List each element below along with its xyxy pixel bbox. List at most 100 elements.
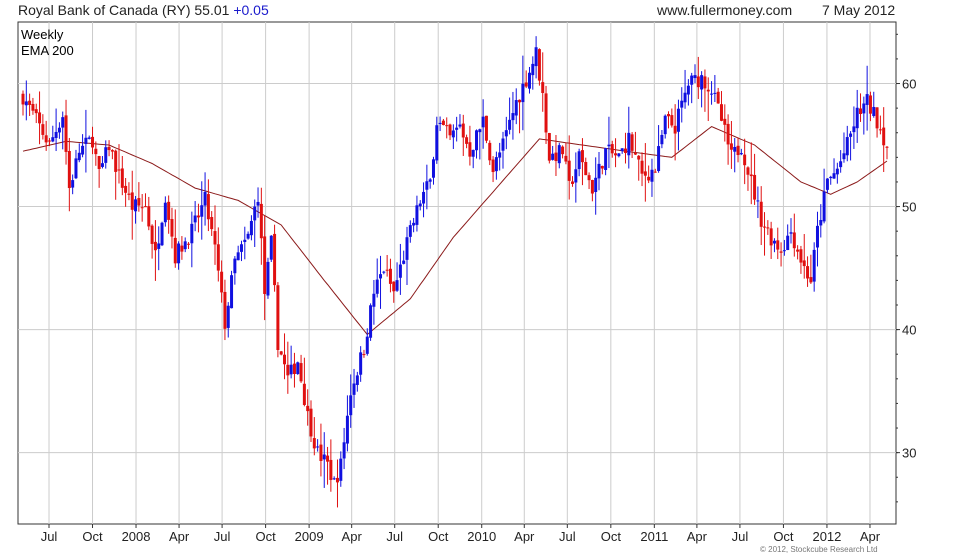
price-bar [640, 152, 644, 187]
bar-body [812, 249, 816, 282]
price-bar [544, 85, 548, 144]
bar-body [547, 133, 551, 161]
bar-body [183, 241, 187, 250]
price-bar [382, 270, 386, 275]
price-bar [614, 138, 618, 168]
bar-body [402, 260, 406, 264]
bar-body [114, 150, 118, 172]
price-bar [772, 238, 776, 253]
x-axis: Jul Oct 2008 Apr Jul Oct 2009 Apr Jul Oct 2010 Apr J… [41, 524, 881, 544]
bar-body [140, 207, 144, 209]
bar-body [508, 119, 512, 130]
price-bar [77, 143, 81, 163]
x-tick-label: Apr [514, 529, 535, 544]
price-bar [763, 212, 767, 256]
y-tick-label: 60 [902, 77, 916, 92]
price-bar [233, 256, 237, 285]
bar-body [845, 137, 849, 156]
bar-body [110, 150, 114, 152]
bar-body [835, 168, 839, 175]
price-bar [693, 64, 697, 84]
bar-body [660, 134, 664, 145]
website-link[interactable]: www.fullermoney.com [657, 2, 793, 18]
bar-body [412, 222, 416, 226]
price-bar [213, 205, 217, 265]
price-bar [97, 155, 101, 188]
bar-body [51, 137, 55, 142]
price-bar [259, 187, 263, 265]
bar-body [468, 142, 472, 157]
y-tick-label: 50 [902, 200, 916, 215]
price-bar [153, 220, 157, 281]
bar-body [534, 47, 538, 67]
price-bar [445, 117, 449, 139]
price-bar [266, 257, 270, 299]
price-bar [249, 215, 253, 241]
price-bar [680, 87, 684, 123]
bar-body [77, 152, 81, 161]
price-bar [47, 138, 51, 147]
bar-body [143, 206, 147, 208]
bar-body [700, 75, 704, 90]
price-bar [580, 138, 584, 186]
bar-body [332, 478, 336, 480]
price-bar [438, 116, 442, 132]
price-bar [584, 157, 588, 176]
price-bar [448, 123, 452, 141]
bar-body [802, 260, 806, 267]
x-tick-label: Jul [41, 529, 58, 544]
price-bar [676, 99, 680, 151]
x-tick-label: Jul [386, 529, 403, 544]
bar-body [875, 107, 879, 129]
bar-body [455, 127, 459, 130]
price-bar [190, 211, 194, 268]
bar-body [521, 83, 525, 103]
bar-body [273, 233, 277, 286]
price-bar [564, 142, 568, 165]
bar-body [306, 405, 310, 412]
bar-body [375, 279, 379, 294]
price-bar [345, 395, 349, 452]
price-bar [571, 176, 575, 187]
bar-body [84, 137, 88, 144]
price-bar [428, 178, 432, 189]
bar-body [829, 176, 833, 179]
price-bar [494, 151, 498, 180]
bar-body [21, 93, 25, 105]
x-tick-label: Jul [732, 529, 749, 544]
price-bar [508, 97, 512, 135]
bar-body [690, 75, 694, 85]
price-bar [137, 182, 141, 212]
bar-body [842, 153, 846, 160]
bar-body [269, 235, 273, 260]
bar-body [577, 151, 581, 170]
price-bar [167, 195, 171, 234]
bar-body [256, 201, 260, 206]
price-bar [458, 114, 462, 129]
price-bar [551, 145, 555, 161]
bar-body [137, 198, 141, 206]
price-bar [415, 195, 419, 232]
x-tick-label: 2012 [812, 529, 841, 544]
bar-body [551, 153, 555, 160]
bar-body [47, 140, 51, 142]
bar-body [620, 148, 624, 152]
bar-body [614, 153, 618, 156]
x-tick-label: 2008 [122, 529, 151, 544]
bar-body [81, 145, 85, 155]
price-bar [872, 91, 876, 118]
price-bar [617, 153, 621, 158]
price-bar [819, 204, 823, 238]
price-bar [398, 243, 402, 295]
price-bar [253, 199, 257, 247]
bar-body [753, 174, 757, 200]
bar-body [107, 146, 111, 151]
bar-body [640, 160, 644, 174]
price-bar [408, 220, 412, 243]
price-bar [110, 149, 114, 160]
price-bar [534, 36, 538, 79]
bar-body [571, 181, 575, 184]
bar-body [514, 100, 518, 116]
price-bar [38, 91, 42, 145]
price-bar [220, 260, 224, 303]
